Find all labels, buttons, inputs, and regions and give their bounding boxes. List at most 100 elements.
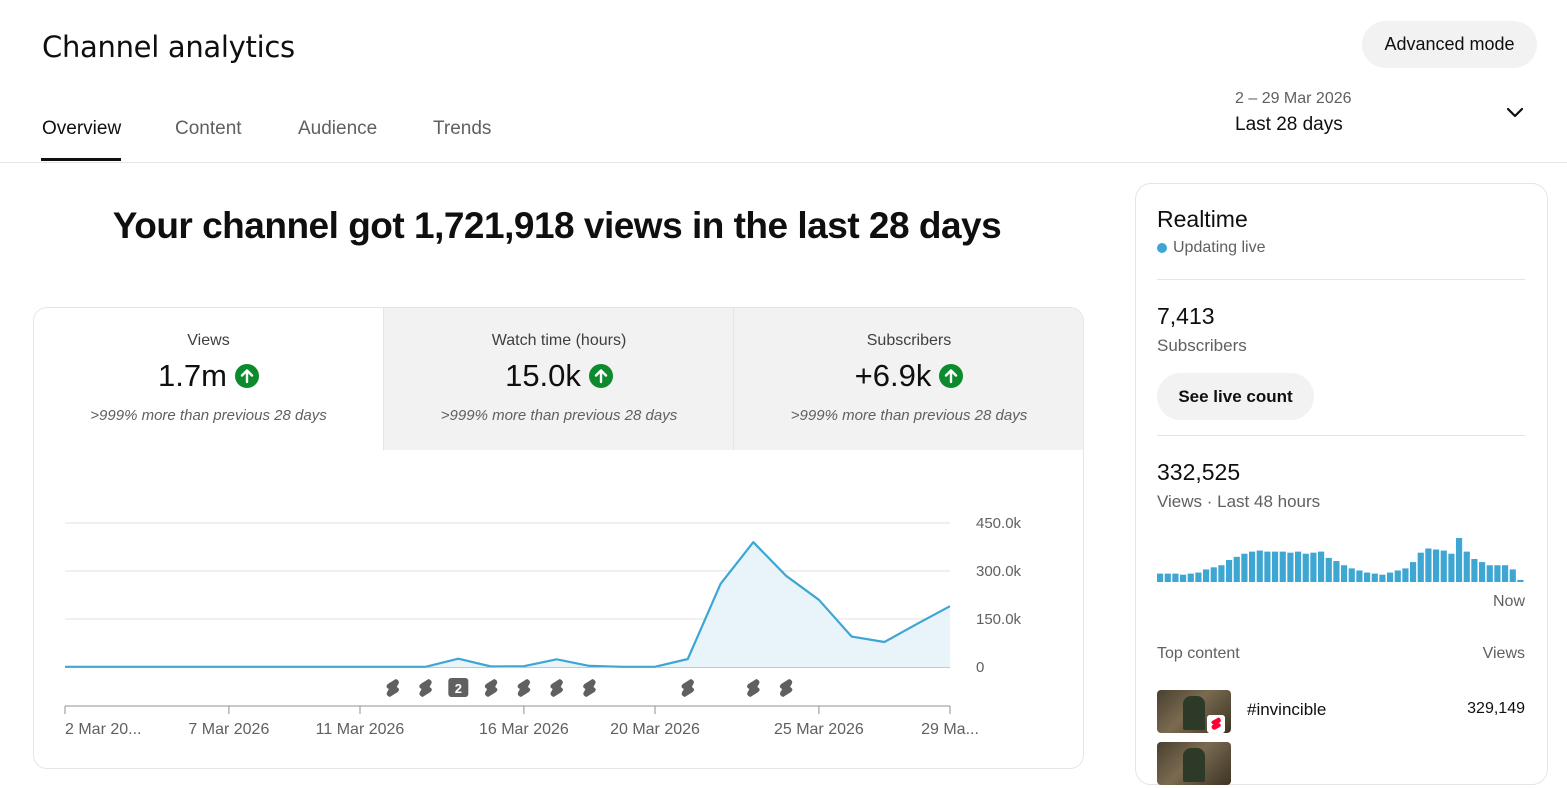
hourly-views-bar[interactable] bbox=[1387, 572, 1394, 582]
video-thumbnail bbox=[1157, 742, 1231, 785]
shorts-upload-icon bbox=[419, 679, 432, 697]
divider bbox=[1157, 435, 1525, 436]
hourly-views-bar[interactable] bbox=[1425, 548, 1432, 582]
tab-audience[interactable]: Audience bbox=[298, 118, 378, 139]
upload-marker bbox=[448, 678, 469, 697]
shorts-upload-icon bbox=[583, 679, 596, 697]
hourly-views-bar[interactable] bbox=[1264, 551, 1271, 582]
arrow-up-icon bbox=[588, 364, 613, 388]
hourly-views-bar[interactable] bbox=[1448, 553, 1455, 582]
metric-value: +6.9k bbox=[854, 358, 932, 393]
hourly-views-bar[interactable] bbox=[1402, 568, 1409, 582]
date-range-selector[interactable]: 2 – 29 Mar 2026 Last 28 days bbox=[1235, 88, 1545, 144]
hourly-views-bar[interactable] bbox=[1341, 565, 1348, 582]
hourly-views-bar[interactable] bbox=[1371, 573, 1378, 582]
hourly-views-bar[interactable] bbox=[1287, 552, 1294, 582]
hourly-views-bar[interactable] bbox=[1302, 553, 1309, 582]
hourly-views-bar[interactable] bbox=[1272, 551, 1279, 582]
hourly-views-bar[interactable] bbox=[1172, 573, 1179, 582]
hourly-views-bar[interactable] bbox=[1180, 574, 1187, 582]
upload-marker-count: 2 bbox=[455, 681, 462, 696]
realtime-views-value: 332,525 bbox=[1157, 459, 1241, 485]
hourly-views-bar[interactable] bbox=[1241, 553, 1248, 582]
realtime-status: Updating live bbox=[1157, 239, 1266, 257]
hourly-views-bar[interactable] bbox=[1417, 552, 1424, 582]
tab-trends[interactable]: Trends bbox=[433, 118, 492, 139]
see-live-count-button[interactable]: See live count bbox=[1157, 373, 1314, 420]
hourly-views-bar[interactable] bbox=[1394, 570, 1401, 582]
hourly-views-bar[interactable] bbox=[1210, 567, 1217, 582]
arrow-up-icon bbox=[939, 364, 964, 388]
summary-headline: Your channel got 1,721,918 views in the … bbox=[112, 205, 1002, 246]
hourly-views-bar[interactable] bbox=[1233, 556, 1240, 582]
now-label: Now bbox=[1492, 593, 1525, 610]
hourly-views-bar[interactable] bbox=[1364, 572, 1371, 582]
top-content-item[interactable]: #invincible 329,149 bbox=[1157, 690, 1525, 736]
x-tick-label: 11 Mar 2026 bbox=[316, 721, 405, 738]
top-content-item[interactable] bbox=[1157, 742, 1525, 788]
hourly-views-bar[interactable] bbox=[1410, 562, 1417, 582]
metric-comparison: >999% more than previous 28 days bbox=[90, 407, 327, 424]
hourly-views-bar[interactable] bbox=[1256, 550, 1263, 582]
hourly-views-bar[interactable] bbox=[1379, 574, 1386, 582]
live-dot-icon bbox=[1157, 243, 1167, 253]
top-content-views-label: Views bbox=[1482, 645, 1525, 662]
realtime-title: Realtime bbox=[1157, 206, 1248, 232]
hourly-views-bar[interactable] bbox=[1494, 565, 1501, 582]
metric-label: Watch time (hours) bbox=[491, 332, 627, 349]
hourly-views-bar[interactable] bbox=[1440, 550, 1447, 582]
chevron-down-icon bbox=[1506, 107, 1524, 118]
hourly-views-bar[interactable] bbox=[1203, 569, 1210, 582]
metric-value: 15.0k bbox=[505, 358, 581, 393]
hourly-views-bar[interactable] bbox=[1325, 557, 1332, 582]
hourly-views-bar[interactable] bbox=[1310, 552, 1317, 582]
top-content-views: 329,149 bbox=[1467, 700, 1525, 717]
y-tick-label: 300.0k bbox=[976, 563, 1022, 580]
hourly-views-bar[interactable] bbox=[1471, 558, 1478, 582]
y-tick-label: 450.0k bbox=[976, 515, 1022, 532]
tab-content[interactable]: Content bbox=[175, 118, 242, 139]
hourly-views-bar[interactable] bbox=[1333, 561, 1340, 582]
hourly-views-bar[interactable] bbox=[1348, 568, 1355, 582]
metric-value-row: 1.7m bbox=[34, 358, 383, 394]
metric-label: Views bbox=[187, 332, 230, 349]
hourly-views-bar[interactable] bbox=[1226, 560, 1233, 582]
hourly-views-bar[interactable] bbox=[1356, 570, 1363, 582]
active-tab-indicator bbox=[41, 158, 121, 161]
tab-overview[interactable]: Overview bbox=[42, 118, 122, 139]
x-tick-label: 16 Mar 2026 bbox=[479, 721, 569, 738]
realtime-subscribers-value: 7,413 bbox=[1157, 303, 1215, 329]
hourly-views-bar[interactable] bbox=[1318, 551, 1325, 582]
hourly-views-bar[interactable] bbox=[1502, 565, 1509, 582]
hourly-views-bar[interactable] bbox=[1187, 573, 1194, 582]
shorts-upload-icon bbox=[484, 679, 498, 697]
metric-card-subscribers[interactable]: Subscribers +6.9k >999% more than previo… bbox=[733, 308, 1083, 450]
x-tick-label: 29 Ma... bbox=[921, 721, 979, 738]
hourly-views-bar[interactable] bbox=[1486, 565, 1493, 582]
hourly-views-bar[interactable] bbox=[1509, 569, 1516, 582]
metric-card-views[interactable]: Views 1.7m >999% more than previous 28 d… bbox=[34, 308, 383, 450]
x-tick-label: 7 Mar 2026 bbox=[188, 721, 269, 738]
hourly-views-bar[interactable] bbox=[1433, 549, 1440, 582]
realtime-live-label: Updating live bbox=[1173, 239, 1266, 256]
hourly-views-bar[interactable] bbox=[1218, 565, 1225, 582]
metric-card-watch-time[interactable]: Watch time (hours) 15.0k >999% more than… bbox=[383, 308, 734, 450]
metric-comparison: >999% more than previous 28 days bbox=[440, 407, 678, 424]
hourly-views-bar[interactable] bbox=[1463, 551, 1470, 582]
hourly-views-bar[interactable] bbox=[1249, 551, 1256, 582]
hourly-views-bar[interactable] bbox=[1479, 562, 1486, 582]
divider bbox=[1157, 279, 1525, 280]
hourly-views-bar[interactable] bbox=[1295, 551, 1302, 582]
arrow-up-icon bbox=[234, 364, 259, 388]
hourly-views-bar[interactable] bbox=[1195, 572, 1202, 582]
hourly-views-bar[interactable] bbox=[1456, 538, 1463, 582]
hourly-views-bar[interactable] bbox=[1517, 579, 1524, 582]
hourly-views-bar[interactable] bbox=[1164, 573, 1171, 582]
metric-label: Subscribers bbox=[866, 332, 952, 349]
metric-value-row: 15.0k bbox=[384, 358, 734, 394]
realtime-views-bar-chart bbox=[1157, 538, 1524, 582]
top-content-header: Top content Views bbox=[1157, 645, 1525, 663]
advanced-mode-button[interactable]: Advanced mode bbox=[1362, 21, 1537, 68]
hourly-views-bar[interactable] bbox=[1157, 573, 1164, 582]
hourly-views-bar[interactable] bbox=[1279, 551, 1286, 582]
